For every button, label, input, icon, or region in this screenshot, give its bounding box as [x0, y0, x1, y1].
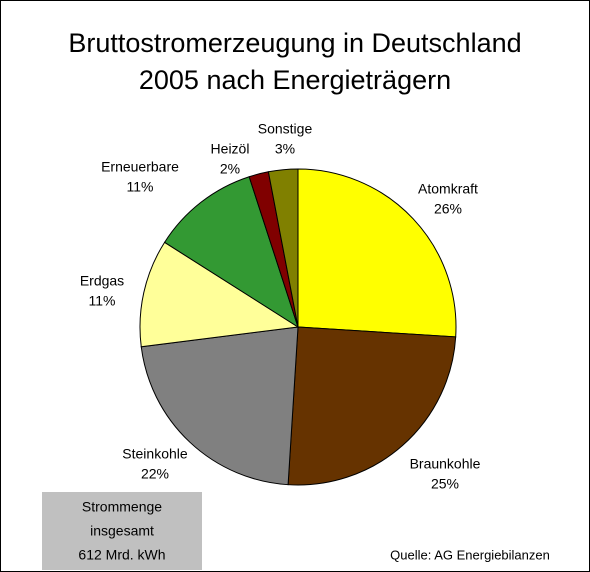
- pie-slice: [297, 168, 457, 338]
- chart-title: 2005 nach Energieträgern: [139, 65, 451, 95]
- pie-slice: [267, 168, 299, 328]
- slice-label: Erneuerbare: [101, 159, 179, 175]
- slice-label: Atomkraft: [418, 181, 478, 197]
- value-label: 2%: [220, 161, 240, 177]
- slice-label: Heizöl: [211, 141, 250, 157]
- annotation: 612 Mrd. kWh: [78, 547, 165, 563]
- annotation: Strommenge: [82, 499, 162, 515]
- chart-title: Bruttostromerzeugung in Deutschland: [68, 28, 521, 58]
- value-label: 25%: [431, 476, 459, 492]
- value-label: 26%: [434, 201, 462, 217]
- slice-label: Sonstige: [258, 121, 313, 137]
- pie-slice: [287, 326, 457, 486]
- source: Quelle: AG Energiebilanzen: [390, 547, 550, 562]
- value-label: 11%: [127, 179, 154, 195]
- annotation: insgesamt: [90, 523, 154, 539]
- pie-slice: [139, 241, 300, 348]
- slice-label: Braunkohle: [410, 456, 481, 472]
- pie-slice: [163, 176, 299, 329]
- annotation-box: [42, 492, 202, 570]
- pie-slice: [140, 326, 299, 486]
- slice-label: Steinkohle: [122, 446, 188, 462]
- value-label: 3%: [275, 141, 295, 157]
- slice-label: Erdgas: [80, 273, 124, 289]
- value-label: 11%: [89, 293, 116, 309]
- value-label: 22%: [141, 466, 169, 482]
